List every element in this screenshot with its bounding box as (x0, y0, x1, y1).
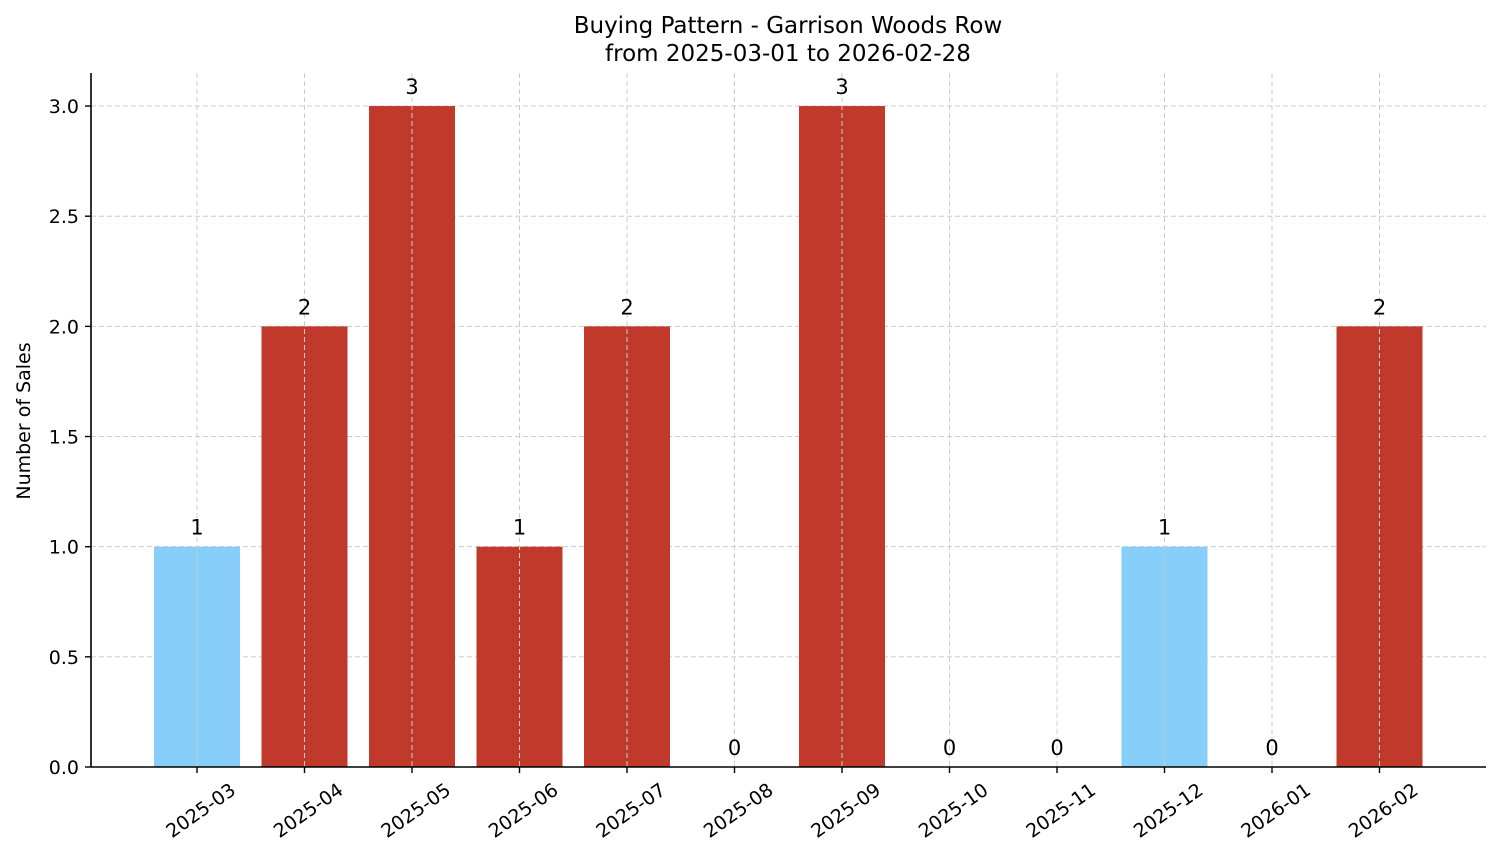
data-label-2025-08: 0 (728, 736, 741, 760)
x-tick-label: 2025-05 (377, 779, 455, 843)
data-label-2026-01: 0 (1265, 736, 1278, 760)
data-label-2025-06: 1 (513, 516, 526, 540)
x-tick-label: 2026-02 (1345, 779, 1423, 843)
x-tick-label: 2025-04 (270, 779, 348, 843)
data-label-2025-07: 2 (620, 295, 633, 319)
data-label-2025-05: 3 (405, 75, 418, 99)
y-tick-label: 2.0 (49, 316, 79, 338)
y-axis-label: Number of Sales (13, 342, 35, 499)
x-tick-label: 2025-12 (1130, 779, 1208, 843)
x-tick-label: 2025-03 (162, 779, 240, 843)
chart-subtitle: from 2025-03-01 to 2026-02-28 (605, 41, 971, 67)
y-tick-label: 1.5 (49, 427, 79, 449)
y-tick-label: 0.5 (49, 647, 79, 669)
data-label-2025-09: 3 (835, 75, 848, 99)
y-tick-label: 1.0 (49, 537, 79, 559)
x-tick-label: 2025-10 (915, 779, 993, 843)
x-tick-label: 2026-01 (1237, 779, 1315, 843)
data-label-2025-04: 2 (298, 295, 311, 319)
axes-layer (90, 73, 1486, 768)
x-tick-label: 2025-06 (485, 779, 563, 843)
y-tick-label: 3.0 (49, 96, 79, 118)
y-tick-label: 2.5 (49, 206, 79, 228)
data-label-2025-12: 1 (1158, 516, 1171, 540)
ticks-layer: 0.0 0.5 1.0 1.5 2.0 2.5 3.0 2025-03 2025-04 2025-… (49, 96, 1423, 843)
y-tick-label: 0.0 (49, 757, 79, 779)
x-tick-label: 2025-09 (807, 779, 885, 843)
data-label-2025-03: 1 (190, 516, 203, 540)
data-label-2025-11: 0 (1050, 736, 1063, 760)
data-labels-layer: 1 2 3 1 2 0 3 0 0 1 0 2 (190, 73, 1386, 767)
chart-title: Buying Pattern - Garrison Woods Row (574, 13, 1003, 39)
x-tick-label: 2025-11 (1022, 779, 1100, 843)
x-tick-label: 2025-07 (592, 779, 670, 843)
x-tick-label: 2025-08 (700, 779, 778, 843)
data-label-2026-02: 2 (1373, 295, 1386, 319)
data-label-2025-10: 0 (943, 736, 956, 760)
bars-layer (154, 106, 1423, 768)
